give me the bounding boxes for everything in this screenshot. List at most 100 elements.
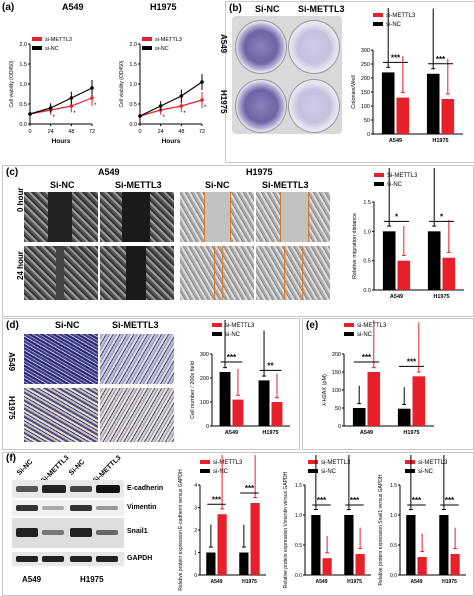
legend-label-black: si-NC bbox=[387, 182, 403, 188]
panel-b-col2: Si-METTL3 bbox=[298, 4, 345, 14]
x-tick-label: 72 bbox=[199, 129, 205, 135]
y-tick-label: 0.0 bbox=[295, 573, 302, 579]
legend-swatch-red bbox=[212, 323, 222, 327]
y-tick-label: 1.0 bbox=[295, 513, 302, 519]
y-tick-label: 50 bbox=[364, 118, 370, 124]
y-tick-label: 1.5 bbox=[295, 483, 302, 489]
y-tick-label: 0 bbox=[338, 424, 341, 430]
y-tick-label: 4 bbox=[194, 483, 197, 489]
y-tick-label: 0 bbox=[206, 424, 209, 430]
panel-c-right-title: H1975 bbox=[246, 167, 273, 177]
bar bbox=[367, 372, 381, 426]
panel-a-label: (a) bbox=[2, 2, 15, 13]
panel-b-label: (b) bbox=[229, 3, 242, 14]
y-tick-label: 1.0 bbox=[363, 229, 371, 235]
series-line bbox=[139, 81, 203, 117]
sig-marker: * bbox=[395, 212, 399, 221]
x-tick-label: H1975 bbox=[442, 579, 457, 585]
legend-label-black: si-NC bbox=[213, 469, 229, 475]
bar bbox=[426, 73, 440, 134]
y-axis-label: λ-H2AX (pM) bbox=[322, 374, 328, 406]
panel-a-left-title: A549 bbox=[62, 2, 84, 12]
panel-a-right-title: H1975 bbox=[150, 2, 177, 12]
chart-vimentin: 0.0 0.5 1.0 1.5 Relative protein expression … bbox=[283, 455, 371, 588]
legend-label-red: si-METTL3 bbox=[386, 13, 416, 19]
transwell-h1975-nc bbox=[24, 388, 98, 442]
y-tick-label: 50 bbox=[335, 406, 341, 412]
y-tick-label: 0.0 bbox=[129, 122, 137, 128]
legend-label-black: si-NC bbox=[418, 469, 434, 475]
legend-swatch-red bbox=[374, 173, 384, 177]
panel-b-row2: H1975 bbox=[219, 90, 228, 114]
bar bbox=[217, 514, 227, 575]
x-tick-label: A549 bbox=[390, 294, 403, 300]
sig-marker: *** bbox=[317, 496, 327, 505]
x-axis-label: Hours bbox=[162, 138, 181, 145]
blot-ecadherin bbox=[12, 480, 124, 498]
x-axis-label: Hours bbox=[52, 138, 71, 145]
y-tick-label: 150 bbox=[332, 370, 341, 376]
sig-marker: * bbox=[183, 111, 186, 117]
series-line bbox=[139, 99, 203, 117]
sig-marker: * bbox=[73, 111, 76, 117]
y-axis-label: Cell viability (OD450) bbox=[9, 60, 15, 107]
x-tick-label: H1975 bbox=[432, 138, 448, 144]
y-tick-label: 100 bbox=[332, 388, 341, 394]
x-tick-label: H1975 bbox=[262, 430, 278, 436]
band-label-ecadherin: E-cadherin bbox=[127, 485, 164, 492]
y-tick-label: 200 bbox=[332, 352, 341, 358]
x-tick-label: H1975 bbox=[347, 579, 362, 585]
y-tick-label: 1.0 bbox=[129, 82, 137, 88]
wound-a549-mettl3-0h bbox=[100, 192, 174, 242]
y-tick-label: 0 bbox=[194, 573, 197, 579]
panel-c-col4: Si-METTL3 bbox=[262, 180, 309, 190]
panel-c-col1: Si-NC bbox=[50, 180, 75, 190]
sig-marker: *** bbox=[391, 53, 401, 62]
x-tick-label: A549 bbox=[211, 579, 223, 585]
x-tick-label: H1975 bbox=[242, 579, 257, 585]
panel-b-frame bbox=[225, 1, 474, 163]
sig-marker: *** bbox=[436, 55, 446, 64]
sig-marker: *** bbox=[212, 495, 222, 504]
panel-b-chart: si-METTL3 si-NC 0 50 100 150 200 250 300 Colonies… bbox=[351, 8, 463, 144]
panel-a-charts: 0.0 0.5 1.0 1.5 2.0 0 24 48 72 Hours Cell viabilit… bbox=[9, 37, 207, 145]
y-axis-label: Cell viability (OD450) bbox=[119, 60, 125, 107]
sig-marker: *** bbox=[445, 496, 455, 505]
y-tick-label: 1.5 bbox=[363, 200, 371, 206]
legend-label-black: si-NC bbox=[357, 332, 373, 338]
x-tick-label: A549 bbox=[360, 430, 373, 436]
y-tick-label: 1.0 bbox=[19, 82, 27, 88]
legend-swatch-red bbox=[405, 460, 415, 464]
bar bbox=[311, 515, 321, 575]
panel-d-col1: Si-NC bbox=[55, 320, 80, 330]
series-line bbox=[29, 87, 93, 115]
blot-gapdh bbox=[12, 552, 124, 566]
colony-dish-a549-nc bbox=[235, 20, 287, 74]
legend-swatch-black bbox=[374, 182, 384, 186]
y-tick-label: 0.5 bbox=[363, 259, 371, 265]
legend-label-black: si-NC bbox=[225, 332, 241, 338]
panel-f-label: (f) bbox=[6, 453, 16, 464]
legend-label-black: si-NC bbox=[45, 46, 59, 52]
band-label-gapdh: GAPDH bbox=[127, 555, 153, 562]
legend-swatch-red bbox=[344, 323, 354, 327]
y-tick-label: 300 bbox=[361, 48, 370, 54]
colony-dish-a549-mettl3 bbox=[288, 20, 340, 74]
bar bbox=[397, 260, 411, 290]
sig-marker: * bbox=[163, 115, 166, 121]
legend-label-red: si-METTL3 bbox=[213, 460, 243, 466]
legend-label-black: si-NC bbox=[386, 22, 402, 28]
sig-marker: * bbox=[53, 115, 56, 121]
panel-d-col2: Si-METTL3 bbox=[112, 320, 159, 330]
bar bbox=[206, 552, 216, 575]
legend-label-red: si-METTL3 bbox=[155, 37, 182, 43]
legend-swatch-red bbox=[32, 37, 42, 41]
y-tick-label: 0 bbox=[367, 132, 370, 138]
legend-swatch-black bbox=[212, 332, 222, 336]
sig-marker: *** bbox=[362, 353, 372, 362]
bar bbox=[271, 402, 283, 426]
wound-a549-mettl3-24h bbox=[100, 246, 174, 300]
band-label-snail1: Snail1 bbox=[127, 528, 148, 535]
bar bbox=[322, 558, 332, 575]
y-tick-label: 0.0 bbox=[19, 122, 27, 128]
